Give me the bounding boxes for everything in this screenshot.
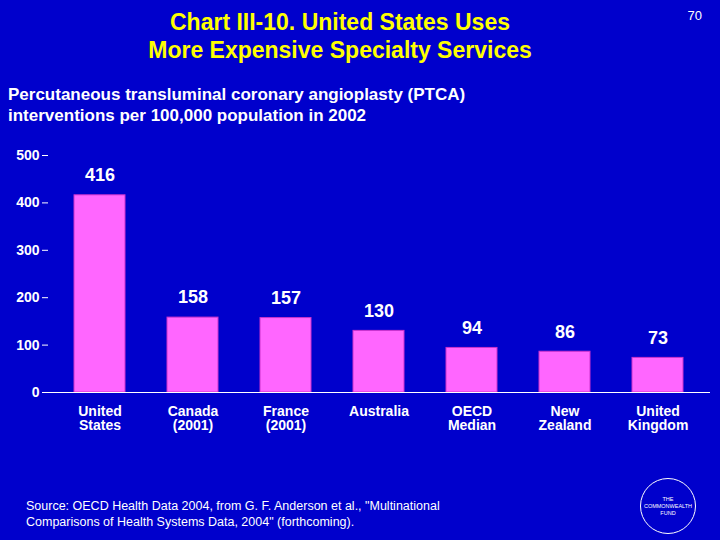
svg-text:400: 400 [16, 194, 40, 210]
svg-text:158: 158 [178, 287, 208, 307]
svg-text:200: 200 [16, 289, 40, 305]
svg-text:100: 100 [16, 337, 40, 353]
html-text:interventions per 100,000 popu: interventions per 100,000 population in … [8, 106, 367, 125]
html-text:THE: THE [662, 495, 674, 502]
html-text:Comparisons of Health Systems: Comparisons of Health Systems Data, 2004… [26, 515, 355, 529]
html-text:70: 70 [687, 8, 702, 23]
html-text:Chart III-10. United States Us: Chart III-10. United States Uses [170, 9, 510, 35]
svg-text:130: 130 [364, 301, 394, 321]
svg-text:94: 94 [462, 318, 482, 338]
svg-text:UnitedKingdom: UnitedKingdom [628, 403, 689, 433]
svg-text:73: 73 [648, 328, 668, 348]
svg-text:416: 416 [85, 165, 115, 185]
svg-text:NewZealand: NewZealand [539, 403, 592, 433]
svg-text:Australia: Australia [349, 403, 409, 419]
svg-text:UnitedStates: UnitedStates [78, 403, 122, 433]
svg-text:500: 500 [16, 147, 40, 163]
html-text:COMMONWEALTH: COMMONWEALTH [643, 502, 693, 509]
svg-text:86: 86 [555, 321, 575, 341]
html-text:FUND: FUND [660, 509, 676, 516]
svg-text:300: 300 [16, 242, 40, 258]
svg-text:0: 0 [32, 384, 40, 400]
svg-text:157: 157 [271, 288, 301, 308]
svg-text:Canada(2001): Canada(2001) [168, 403, 219, 433]
html-text:Source: OECD Health Data 2004,: Source: OECD Health Data 2004, from G. F… [26, 499, 440, 513]
svg-text:France(2001): France(2001) [263, 403, 309, 433]
html-text:More Expensive Specialty Servi: More Expensive Specialty Services [148, 37, 532, 63]
svg-text:OECDMedian: OECDMedian [448, 403, 496, 433]
html-text:Percutaneous transluminal coro: Percutaneous transluminal coronary angio… [8, 85, 466, 104]
